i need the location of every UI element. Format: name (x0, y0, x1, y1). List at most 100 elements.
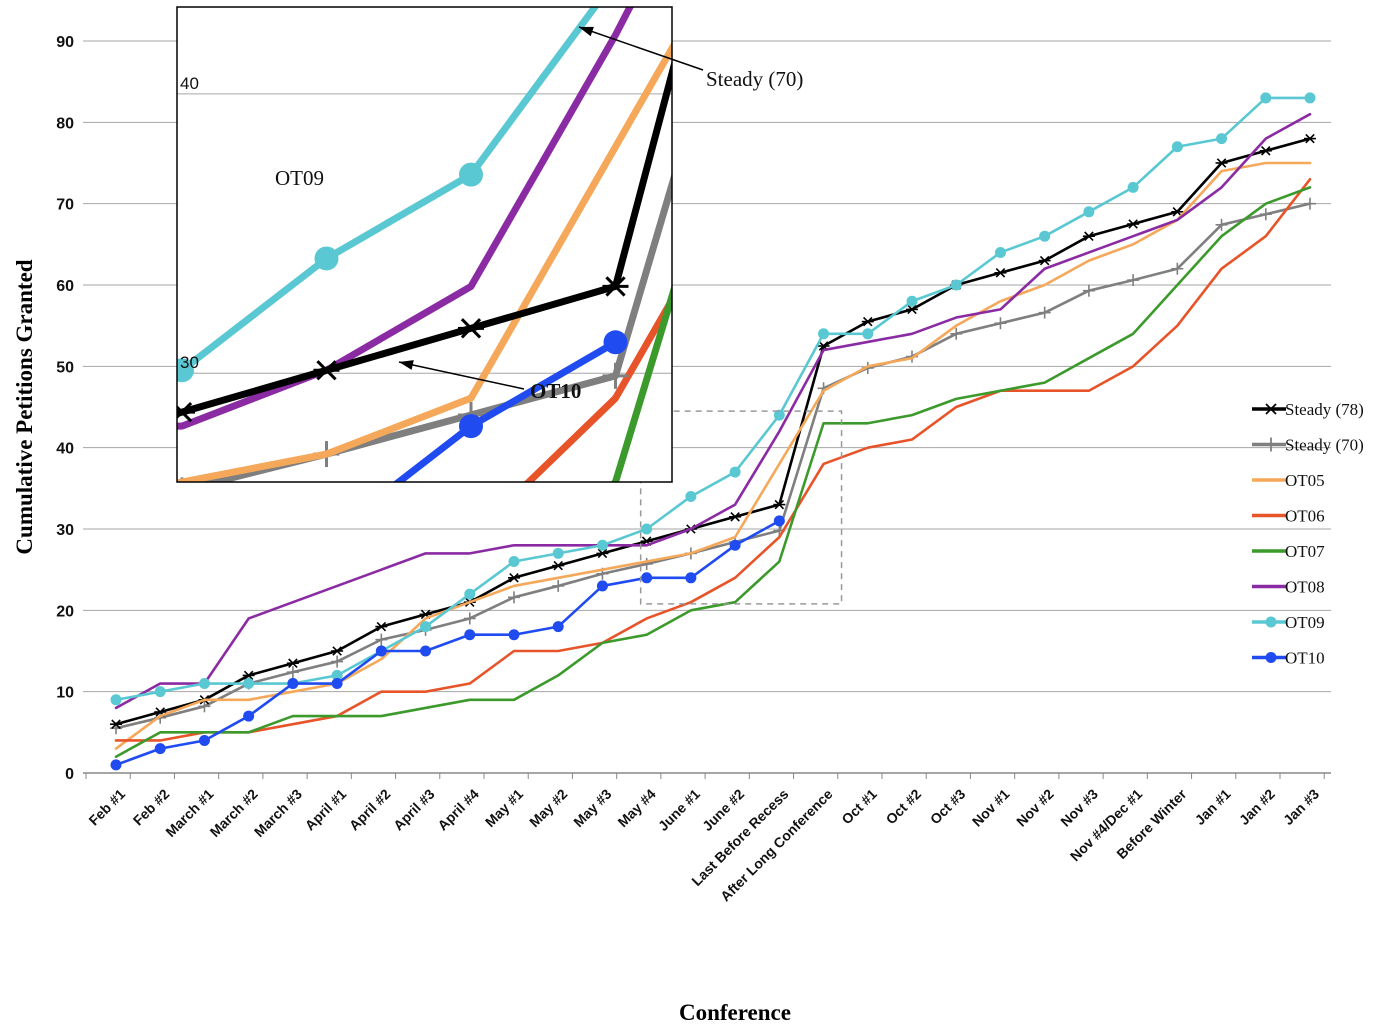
data-point-ot09 (729, 466, 741, 478)
series-line-ot05 (177, 41, 672, 482)
x-tick-label: April #4 (434, 786, 482, 834)
data-point-steady-70 (1127, 274, 1140, 287)
data-point-ot09 (641, 523, 653, 535)
x-tick-label: May #1 (482, 786, 526, 830)
data-point-steady-70 (602, 362, 629, 389)
y-tick-label: 80 (56, 115, 74, 132)
inset-y-tick-label: 30 (180, 353, 199, 372)
series-line-ot05 (114, 161, 1312, 750)
data-point-steady-78 (861, 316, 874, 327)
x-tick-label: Jan #1 (1192, 786, 1234, 828)
x-tick-label: Feb #2 (130, 786, 173, 829)
y-tick-label: 10 (56, 685, 74, 702)
data-point-steady-78 (375, 621, 388, 632)
x-tick-label: Oct #1 (838, 786, 880, 828)
data-point-steady-70 (1259, 208, 1272, 221)
data-point-steady-78 (596, 548, 609, 559)
data-point-ot09 (685, 490, 697, 502)
inset-plot (177, 7, 672, 482)
inset-zoom-region (639, 410, 843, 605)
data-point-steady-78 (1127, 219, 1140, 229)
arrow-ot10 (398, 360, 525, 390)
data-point-ot09 (994, 246, 1006, 258)
data-point-steady-70 (552, 579, 565, 592)
x-tick-label: Nov #1 (969, 786, 1013, 830)
data-point-steady-70 (1215, 218, 1228, 231)
x-tick-label: Nov #3 (1057, 786, 1101, 830)
data-point-steady-78 (242, 670, 255, 681)
data-point-steady-78 (508, 573, 520, 583)
legend-label: OT07 (1285, 542, 1325, 561)
series-line-ot06 (114, 177, 1312, 742)
data-point-ot10 (729, 539, 741, 551)
x-tick-label: May #4 (614, 786, 658, 830)
data-point-ot09 (1127, 181, 1139, 193)
data-point-steady-78 (1259, 146, 1272, 156)
data-point-ot10 (552, 621, 564, 633)
inset-y-tick-label: 40 (180, 74, 199, 93)
data-point-ot09 (243, 678, 255, 690)
data-point-ot10 (198, 734, 210, 746)
inset-label-ot10: OT10 (530, 379, 581, 403)
legend-label: OT10 (1285, 649, 1325, 668)
legend-marker (1264, 437, 1278, 452)
data-point-steady-70 (463, 612, 476, 625)
legend-label: OT09 (1285, 613, 1325, 632)
x-tick-label: April #3 (390, 786, 438, 834)
data-point-steady-78 (313, 360, 340, 381)
data-point-ot09 (459, 162, 483, 187)
series-line-ot09 (114, 96, 1312, 702)
data-point-steady-78 (729, 512, 742, 522)
legend-label: Steady (78) (1285, 400, 1364, 419)
legend-item-ot07: OT07 (1252, 542, 1325, 561)
y-tick-label: 70 (56, 197, 74, 214)
data-point-ot10 (459, 414, 483, 439)
series-line-steady-78 (114, 137, 1312, 726)
legend-item-ot10: OT10 (1252, 649, 1325, 668)
data-point-steady-78 (1038, 255, 1051, 266)
x-axis-title: Conference (679, 1000, 791, 1025)
data-point-steady-70 (375, 633, 388, 646)
data-point-steady-78 (552, 560, 565, 571)
data-point-ot09 (862, 328, 874, 340)
legend-item-ot06: OT06 (1252, 507, 1325, 526)
data-point-steady-78 (1082, 231, 1095, 241)
inset-border (176, 6, 673, 483)
legend-marker (1265, 616, 1277, 628)
legend-label: Steady (70) (1285, 436, 1364, 455)
legend-label: OT06 (1285, 507, 1325, 526)
series-line-steady-70 (114, 202, 1312, 730)
x-tick-label: Jan #3 (1280, 786, 1322, 828)
data-point-steady-78 (906, 304, 918, 315)
data-point-ot09 (177, 358, 194, 383)
annotation-steady-70: Steady (70) (706, 67, 803, 91)
y-tick-label: 90 (56, 34, 74, 51)
data-point-ot10 (603, 330, 628, 355)
data-point-ot09 (331, 669, 343, 681)
data-point-ot10 (110, 759, 122, 771)
data-point-ot09 (314, 246, 339, 271)
data-point-ot09 (773, 409, 785, 421)
x-tick-label: April #1 (302, 786, 350, 834)
data-point-ot09 (818, 328, 830, 340)
x-tick-label: May #3 (570, 786, 614, 830)
legend-item-steady-70: Steady (70) (1252, 436, 1364, 455)
data-point-ot09 (596, 539, 608, 551)
data-point-ot09 (1216, 133, 1228, 145)
data-point-ot10 (154, 743, 166, 755)
y-tick-label: 30 (56, 522, 74, 539)
data-point-steady-70 (286, 666, 299, 679)
data-point-ot09 (110, 694, 122, 706)
data-point-ot09 (1083, 206, 1095, 218)
data-point-steady-70 (640, 557, 653, 570)
y-axis-title: Cumulative Petitions Granted (12, 259, 37, 554)
legend-marker (1265, 652, 1277, 663)
data-point-steady-78 (177, 401, 195, 423)
data-point-steady-70 (1171, 262, 1184, 275)
data-point-steady-70 (198, 700, 211, 713)
data-point-steady-78 (1215, 158, 1228, 168)
data-point-steady-70 (950, 327, 963, 340)
data-point-ot09 (950, 279, 962, 291)
y-tick-label: 20 (56, 603, 74, 620)
